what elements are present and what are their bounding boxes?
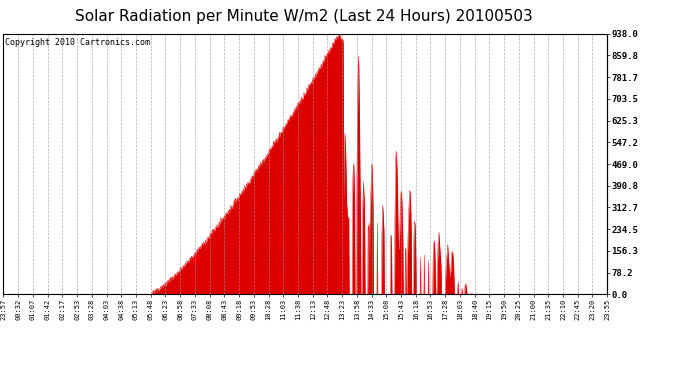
Text: Solar Radiation per Minute W/m2 (Last 24 Hours) 20100503: Solar Radiation per Minute W/m2 (Last 24… (75, 9, 533, 24)
Text: Copyright 2010 Cartronics.com: Copyright 2010 Cartronics.com (6, 38, 150, 46)
